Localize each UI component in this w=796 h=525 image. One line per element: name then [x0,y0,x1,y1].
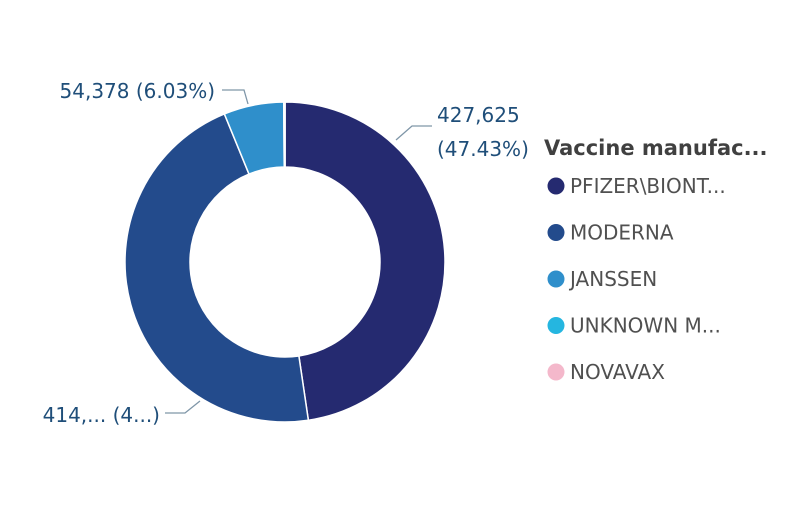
legend-marker-novavax [547,363,565,381]
legend-label-novavax: NOVAVAX [570,360,665,384]
leader-line-janssen [222,89,249,105]
legend-item-novavax[interactable]: NOVAVAX [547,360,666,384]
data-label-pfizer-biont: (47.43%) [437,137,529,161]
leader-line-moderna [165,400,201,414]
legend-title: Vaccine manufac... [544,136,768,160]
legend-item-unknown-m[interactable]: UNKNOWN M... [547,314,721,338]
legend: Vaccine manufac... PFIZER\BIONT... MODERN… [544,136,768,384]
legend-item-janssen[interactable]: JANSSEN [547,267,658,291]
legend-label-janssen: JANSSEN [568,267,657,291]
legend-marker-janssen [547,270,565,288]
slice-pfizer-biont[interactable] [284,101,446,422]
data-label-pfizer-biont: 427,625 [437,103,520,127]
legend-marker-moderna [547,224,565,241]
data-label-janssen: 54,378 (6.03%) [60,79,215,103]
data-labels: 427,625 (47.43%) 414,... (4...) 54,378 (6.0… [43,79,529,427]
legend-label-pfizer-biont: PFIZER\BIONT... [570,174,726,198]
slice-moderna[interactable] [124,112,310,423]
legend-item-moderna[interactable]: MODERNA [547,221,674,245]
leader-line-pfizer-biont [395,125,432,141]
legend-marker-unknown-m [547,317,565,334]
legend-item-pfizer-biont[interactable]: PFIZER\BIONT... [547,174,726,198]
donut-slices [124,101,446,423]
legend-marker-pfizer-biont [547,177,565,195]
data-label-moderna: 414,... (4...) [43,403,160,427]
legend-label-unknown-m: UNKNOWN M... [570,314,721,338]
legend-label-moderna: MODERNA [570,221,674,245]
